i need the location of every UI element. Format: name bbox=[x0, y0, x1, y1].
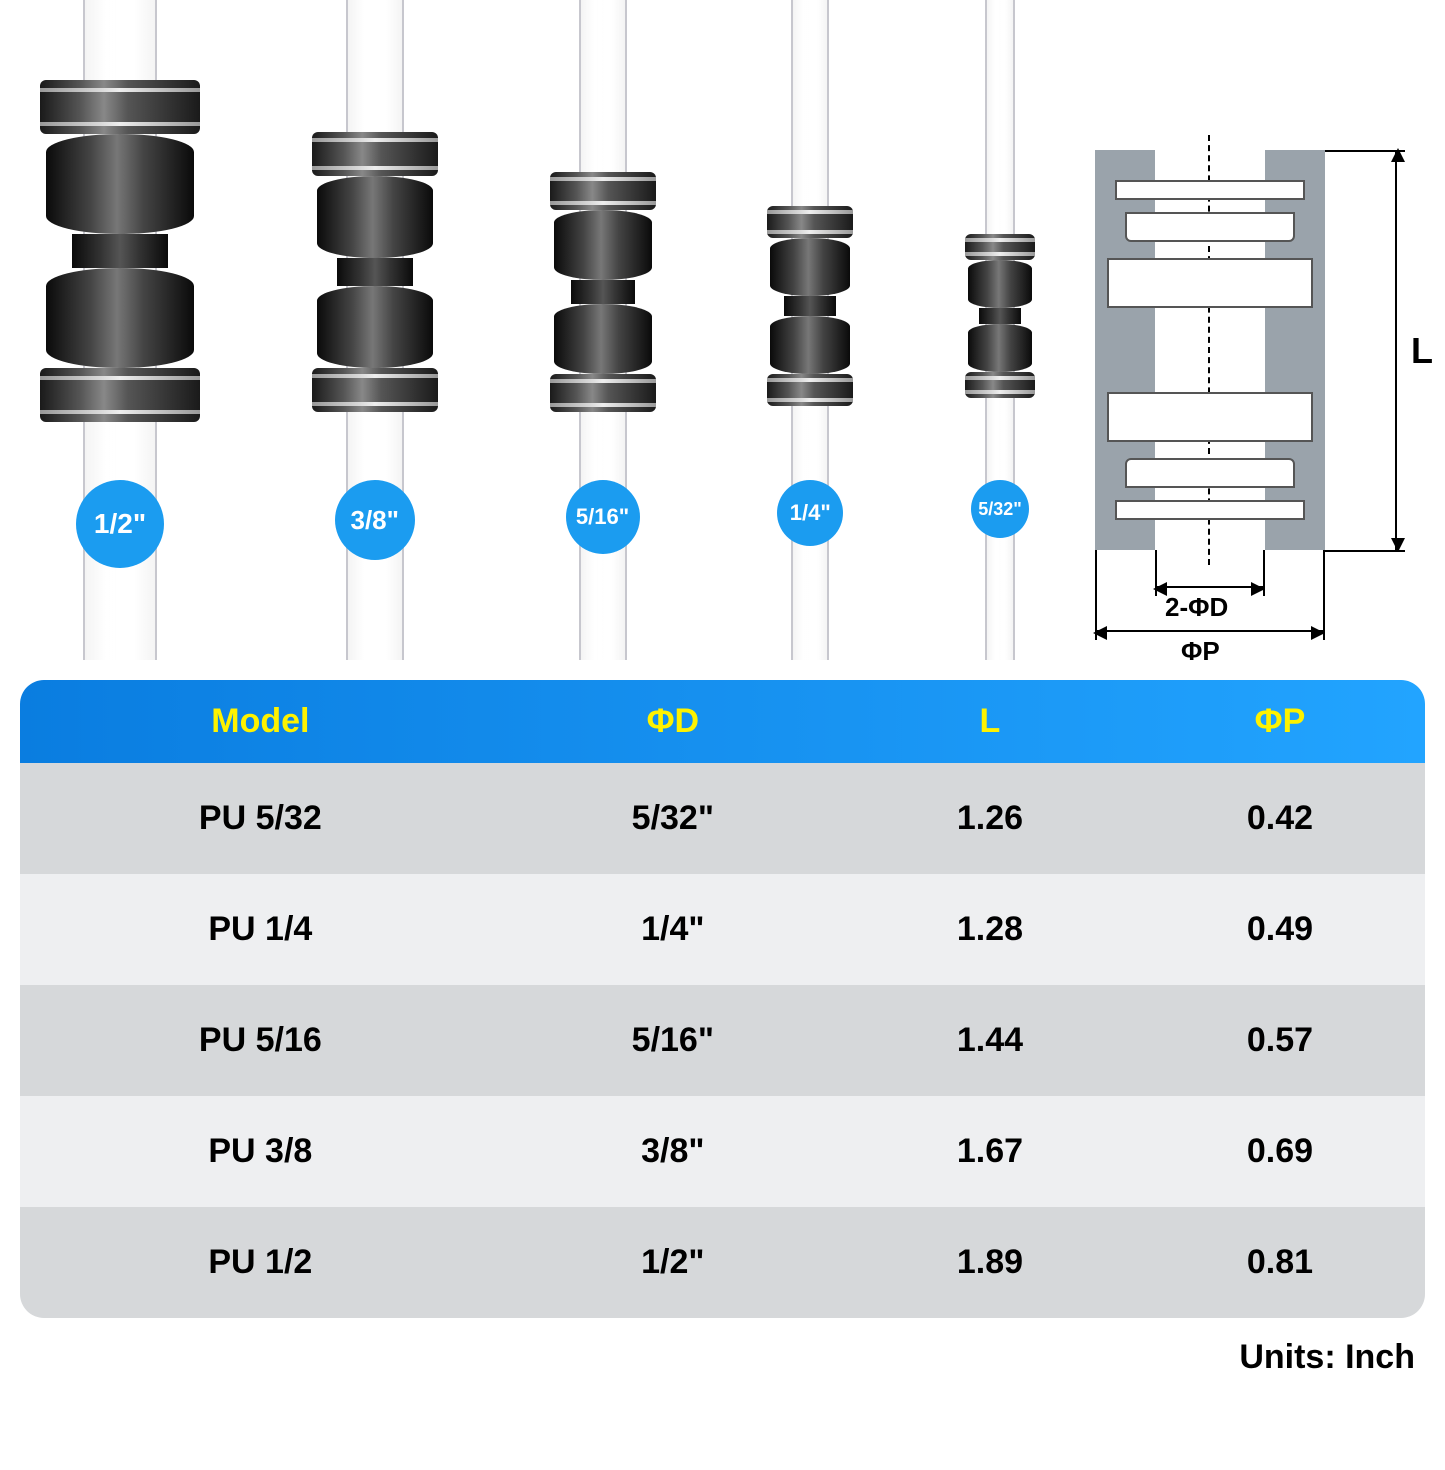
fitting-1: 3/8" bbox=[292, 0, 458, 660]
infographic-root: 1/2"3/8"5/16"1/4"5/32" L bbox=[0, 0, 1445, 1377]
dim-P-line bbox=[1095, 630, 1323, 632]
table-row: PU 1/21/2"1.890.81 bbox=[20, 1207, 1425, 1318]
fittings-row: 1/2" 3/8" 5/16" 1/4" 5/32" bbox=[20, 0, 1085, 660]
spec-table-body: PU 5/325/32"1.260.42PU 1/41/4"1.280.49PU… bbox=[20, 763, 1425, 1318]
spec-table-wrap: ModelΦDLΦP PU 5/325/32"1.260.42PU 1/41/4… bbox=[20, 680, 1425, 1318]
table-cell: 5/32" bbox=[501, 763, 845, 874]
table-row: PU 5/165/16"1.440.57 bbox=[20, 985, 1425, 1096]
cs-collet-top bbox=[1115, 180, 1305, 200]
cs-seal-top bbox=[1107, 258, 1313, 308]
table-cell: 0.57 bbox=[1135, 985, 1425, 1096]
dim-D-label: 2-ΦD bbox=[1165, 592, 1228, 623]
table-cell: 0.49 bbox=[1135, 874, 1425, 985]
table-cell: 0.42 bbox=[1135, 763, 1425, 874]
cap-bottom bbox=[965, 372, 1035, 398]
cs-inner-bore bbox=[1155, 150, 1265, 550]
spec-table: ModelΦDLΦP PU 5/325/32"1.260.42PU 1/41/4… bbox=[20, 680, 1425, 1318]
table-cell: PU 1/4 bbox=[20, 874, 501, 985]
body-top bbox=[317, 176, 433, 258]
cap-top bbox=[312, 132, 438, 176]
table-cell: PU 5/32 bbox=[20, 763, 501, 874]
body-bottom bbox=[770, 316, 850, 374]
table-cell: 1.89 bbox=[845, 1207, 1135, 1318]
body-bottom bbox=[968, 324, 1032, 372]
col-header-1: ΦD bbox=[501, 680, 845, 763]
waist bbox=[784, 296, 836, 316]
waist bbox=[72, 234, 168, 268]
table-cell: PU 5/16 bbox=[20, 985, 501, 1096]
waist bbox=[571, 280, 635, 304]
body-top bbox=[770, 238, 850, 296]
table-cell: 1/2" bbox=[501, 1207, 845, 1318]
table-cell: 1.28 bbox=[845, 874, 1135, 985]
table-cell: PU 1/2 bbox=[20, 1207, 501, 1318]
dim-L-line bbox=[1395, 150, 1397, 550]
fitting-2: 5/16" bbox=[530, 0, 676, 660]
body-top bbox=[968, 260, 1032, 308]
cap-top bbox=[550, 172, 656, 210]
connector bbox=[767, 206, 853, 406]
cap-bottom bbox=[767, 374, 853, 406]
table-row: PU 3/83/8"1.670.69 bbox=[20, 1096, 1425, 1207]
col-header-3: ΦP bbox=[1135, 680, 1425, 763]
top-visual-area: 1/2" 3/8" 5/16" 1/4" 5/32" L bbox=[0, 0, 1445, 660]
table-cell: 0.81 bbox=[1135, 1207, 1425, 1318]
cs-grip-bottom bbox=[1125, 458, 1295, 488]
body-bottom bbox=[554, 304, 652, 374]
cs-collet-bottom bbox=[1115, 500, 1305, 520]
fitting-3: 1/4" bbox=[747, 0, 873, 660]
body-bottom bbox=[317, 286, 433, 368]
table-row: PU 5/325/32"1.260.42 bbox=[20, 763, 1425, 874]
size-badge: 5/16" bbox=[566, 480, 640, 554]
table-cell: 1.44 bbox=[845, 985, 1135, 1096]
body-bottom bbox=[46, 268, 194, 368]
spec-table-header: ModelΦDLΦP bbox=[20, 680, 1425, 763]
table-row: PU 1/41/4"1.280.49 bbox=[20, 874, 1425, 985]
units-label: Units: Inch bbox=[0, 1338, 1415, 1377]
table-cell: 0.69 bbox=[1135, 1096, 1425, 1207]
connector bbox=[40, 80, 200, 422]
table-cell: 3/8" bbox=[501, 1096, 845, 1207]
cross-section-diagram: L 2-ΦD ΦP bbox=[1085, 0, 1425, 660]
dim-D-line bbox=[1155, 586, 1263, 588]
dim-P-label: ΦP bbox=[1181, 636, 1220, 667]
cross-section-graphic: L 2-ΦD ΦP bbox=[1095, 150, 1365, 550]
size-badge: 1/2" bbox=[76, 480, 164, 568]
dim-L-label: L bbox=[1411, 330, 1433, 372]
table-cell: 5/16" bbox=[501, 985, 845, 1096]
cap-bottom bbox=[550, 374, 656, 412]
cap-top bbox=[40, 80, 200, 134]
waist bbox=[337, 258, 413, 286]
fitting-0: 1/2" bbox=[20, 0, 220, 660]
cap-bottom bbox=[40, 368, 200, 422]
connector bbox=[550, 172, 656, 412]
table-cell: PU 3/8 bbox=[20, 1096, 501, 1207]
fitting-4: 5/32" bbox=[945, 0, 1055, 660]
table-cell: 1/4" bbox=[501, 874, 845, 985]
body-top bbox=[554, 210, 652, 280]
size-badge: 1/4" bbox=[777, 480, 843, 546]
connector bbox=[965, 234, 1035, 398]
cs-seal-bottom bbox=[1107, 392, 1313, 442]
size-badge: 5/32" bbox=[971, 480, 1029, 538]
table-cell: 1.26 bbox=[845, 763, 1135, 874]
body-top bbox=[46, 134, 194, 234]
table-cell: 1.67 bbox=[845, 1096, 1135, 1207]
cap-top bbox=[965, 234, 1035, 260]
cap-bottom bbox=[312, 368, 438, 412]
col-header-2: L bbox=[845, 680, 1135, 763]
cap-top bbox=[767, 206, 853, 238]
waist bbox=[979, 308, 1021, 324]
col-header-0: Model bbox=[20, 680, 501, 763]
size-badge: 3/8" bbox=[335, 480, 415, 560]
connector bbox=[312, 132, 438, 412]
cs-grip-top bbox=[1125, 212, 1295, 242]
